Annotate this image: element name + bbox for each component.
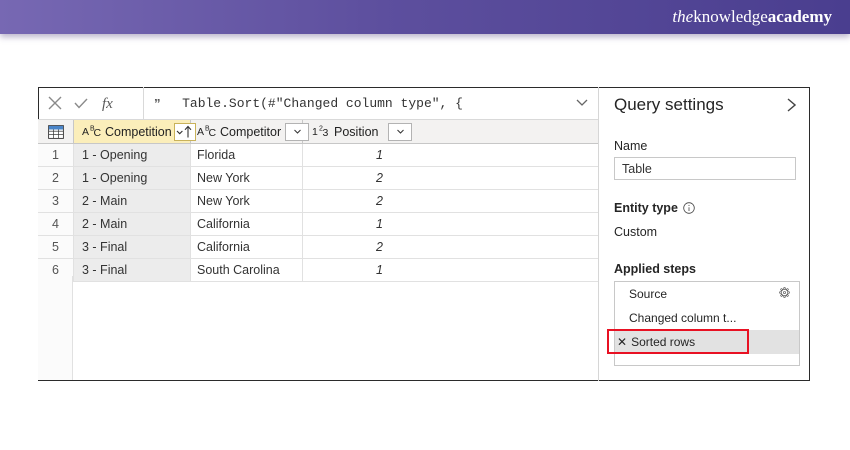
svg-text:C: C bbox=[209, 127, 217, 139]
svg-text:A: A bbox=[82, 126, 89, 138]
svg-text:3: 3 bbox=[323, 127, 329, 139]
svg-text:1: 1 bbox=[312, 126, 318, 138]
svg-text:A: A bbox=[197, 126, 204, 138]
svg-text:C: C bbox=[94, 127, 102, 139]
